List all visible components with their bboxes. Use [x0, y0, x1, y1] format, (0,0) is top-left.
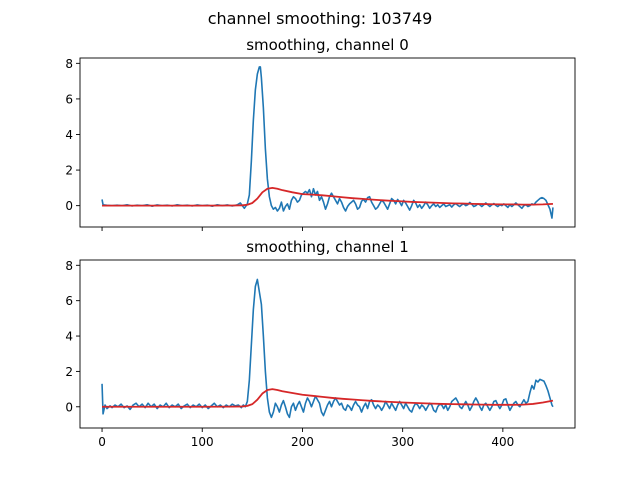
y-tick-label: 2 [65, 365, 73, 379]
y-tick-label: 4 [65, 330, 73, 344]
subplot-channel-1: smoothing, channel 1 0 2 4 6 8 0 100 200 300 400 [65, 238, 576, 449]
subplot-title: smoothing, channel 0 [246, 36, 409, 54]
y-tick-label: 2 [65, 164, 73, 178]
y-tick-label: 8 [65, 259, 73, 273]
subplot-channel-0: smoothing, channel 0 0 2 4 6 8 [65, 36, 576, 231]
subplot-title: smoothing, channel 1 [246, 238, 409, 256]
x-tick-label: 0 [98, 435, 106, 449]
x-tick-label: 400 [491, 435, 514, 449]
y-tick-label: 6 [65, 92, 73, 106]
series-smoothed-line [102, 388, 554, 408]
x-tick-label: 100 [191, 435, 214, 449]
y-tick-label: 0 [65, 199, 73, 213]
figure-suptitle: channel smoothing: 103749 [208, 9, 433, 28]
x-tick-label: 200 [291, 435, 314, 449]
y-tick-label: 0 [65, 400, 73, 414]
series-raw-line [101, 278, 554, 419]
axes-frame [79, 57, 576, 228]
y-tick-label: 6 [65, 294, 73, 308]
series-smoothed-line [102, 186, 554, 207]
plot-area: 0 2 4 6 8 [65, 57, 576, 231]
x-tick-label: 300 [391, 435, 414, 449]
plot-area: 0 2 4 6 8 0 100 200 300 400 [65, 259, 576, 449]
y-tick-label: 8 [65, 57, 73, 71]
axes-frame [79, 259, 576, 429]
y-tick-label: 4 [65, 128, 73, 142]
